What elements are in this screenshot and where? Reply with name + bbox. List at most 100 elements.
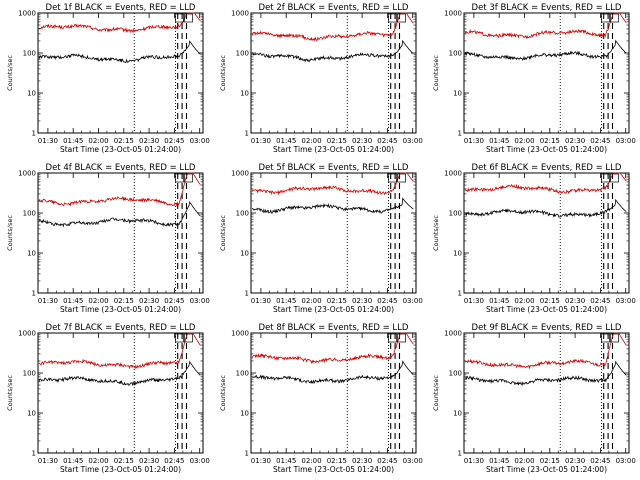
y-tick-label: 1000 (444, 10, 462, 18)
state-indicator-box (397, 13, 406, 23)
x-axis-label: Start Time (23-Oct-05 01:24:00) (273, 145, 394, 154)
y-tick-label: 1000 (231, 170, 249, 178)
y-tick-label: 100 (449, 210, 462, 218)
x-tick-label: 01:30 (251, 137, 271, 145)
series-line-events (38, 360, 201, 387)
x-tick-label: 01:45 (489, 137, 509, 145)
state-indicator-box (175, 13, 184, 23)
y-tick-label: 10 (453, 90, 462, 98)
x-tick-label: 02:30 (139, 137, 159, 145)
x-tick-label: 02:00 (88, 457, 108, 465)
y-tick-label: 10 (453, 410, 462, 418)
state-indicator-box (601, 333, 610, 343)
x-tick-label: 02:45 (164, 297, 184, 305)
plot-frame (463, 172, 630, 294)
y-tick-label: 1 (458, 290, 462, 298)
x-tick-label: 02:15 (114, 297, 134, 305)
chart-title: Det 3f BLACK = Events, RED = LLD (472, 3, 622, 13)
series-line-events (38, 40, 201, 64)
x-tick-label: 02:45 (590, 137, 610, 145)
x-axis-label: Start Time (23-Oct-05 01:24:00) (60, 305, 181, 314)
y-tick-label: 100 (23, 210, 36, 218)
y-tick-label: 1 (32, 450, 36, 458)
x-tick-label: 02:45 (164, 137, 184, 145)
y-tick-label: 1 (458, 450, 462, 458)
chart-panel-5: Det 5f BLACK = Events, RED = LLD Counts/s… (219, 163, 423, 314)
y-tick-label: 100 (449, 50, 462, 58)
series-line-events (251, 197, 414, 214)
chart-panel-6: Det 6f BLACK = Events, RED = LLD Counts/s… (432, 163, 636, 314)
x-tick-label: 01:45 (276, 297, 296, 305)
plot-frame (37, 332, 204, 454)
state-indicator-box (397, 173, 406, 183)
x-tick-label: 02:45 (590, 297, 610, 305)
state-indicator-box (184, 333, 193, 343)
x-tick-label: 02:30 (565, 457, 585, 465)
chart-panel-8: Det 8f BLACK = Events, RED = LLD Counts/s… (219, 323, 423, 474)
y-axis-label: Counts/sec (432, 215, 440, 251)
x-tick-label: 01:45 (276, 137, 296, 145)
x-tick-label: 01:45 (489, 457, 509, 465)
series-line-lld (38, 332, 201, 370)
y-axis-label: Counts/sec (219, 215, 227, 251)
y-axis-label: Counts/sec (219, 55, 227, 91)
x-tick-label: 01:30 (464, 297, 484, 305)
x-tick-label: 02:15 (327, 297, 347, 305)
y-tick-label: 10 (240, 250, 249, 258)
chart-panel-3: Det 3f BLACK = Events, RED = LLD Counts/s… (432, 3, 636, 154)
chart-panel-4: Det 4f BLACK = Events, RED = LLD Counts/s… (6, 163, 210, 314)
x-tick-label: 01:45 (489, 297, 509, 305)
x-tick-label: 02:00 (514, 137, 534, 145)
y-tick-label: 10 (240, 410, 249, 418)
y-tick-label: 100 (23, 50, 36, 58)
x-tick-label: 03:00 (616, 297, 636, 305)
y-tick-label: 100 (23, 370, 36, 378)
y-tick-label: 1000 (444, 330, 462, 338)
y-tick-label: 1 (458, 130, 462, 138)
chart-panel-2: Det 2f BLACK = Events, RED = LLD Counts/s… (219, 3, 423, 154)
x-tick-label: 01:30 (251, 457, 271, 465)
chart-title: Det 1f BLACK = Events, RED = LLD (46, 3, 196, 13)
plot-frame (250, 172, 417, 294)
series-line-lld (251, 172, 414, 196)
series-line-lld (251, 12, 414, 42)
x-tick-label: 03:00 (190, 137, 210, 145)
x-axis-label: Start Time (23-Oct-05 01:24:00) (273, 305, 394, 314)
x-tick-label: 02:45 (377, 137, 397, 145)
plot-frame (463, 12, 630, 134)
x-tick-label: 03:00 (403, 297, 423, 305)
y-tick-label: 1000 (18, 170, 36, 178)
x-tick-label: 02:15 (327, 457, 347, 465)
y-axis-label: Counts/sec (219, 375, 227, 411)
x-axis-label: Start Time (23-Oct-05 01:24:00) (273, 465, 394, 474)
x-tick-label: 02:00 (301, 457, 321, 465)
chart-panel-7: Det 7f BLACK = Events, RED = LLD Counts/s… (6, 323, 210, 474)
x-tick-label: 01:45 (63, 297, 83, 305)
x-tick-label: 03:00 (616, 137, 636, 145)
series-line-lld (38, 12, 201, 34)
y-tick-label: 10 (27, 250, 36, 258)
x-tick-label: 01:30 (464, 137, 484, 145)
series-line-events (38, 200, 201, 228)
x-tick-label: 02:15 (114, 457, 134, 465)
x-tick-label: 02:15 (540, 137, 560, 145)
x-tick-label: 01:45 (63, 457, 83, 465)
y-axis-label: Counts/sec (432, 375, 440, 411)
x-tick-label: 02:45 (377, 457, 397, 465)
x-tick-label: 03:00 (403, 457, 423, 465)
y-tick-label: 100 (236, 50, 249, 58)
x-tick-label: 03:00 (616, 457, 636, 465)
x-tick-label: 02:15 (540, 297, 560, 305)
y-axis-label: Counts/sec (6, 215, 14, 251)
state-indicator-box (601, 173, 610, 183)
x-tick-label: 02:00 (301, 137, 321, 145)
series-line-events (251, 360, 414, 385)
x-axis-label: Start Time (23-Oct-05 01:24:00) (486, 305, 607, 314)
y-tick-label: 100 (449, 370, 462, 378)
x-tick-label: 02:30 (352, 137, 372, 145)
y-tick-label: 1 (245, 130, 249, 138)
chart-title: Det 4f BLACK = Events, RED = LLD (46, 163, 196, 173)
x-tick-label: 02:00 (301, 297, 321, 305)
x-tick-label: 02:30 (139, 297, 159, 305)
x-tick-label: 02:30 (352, 297, 372, 305)
